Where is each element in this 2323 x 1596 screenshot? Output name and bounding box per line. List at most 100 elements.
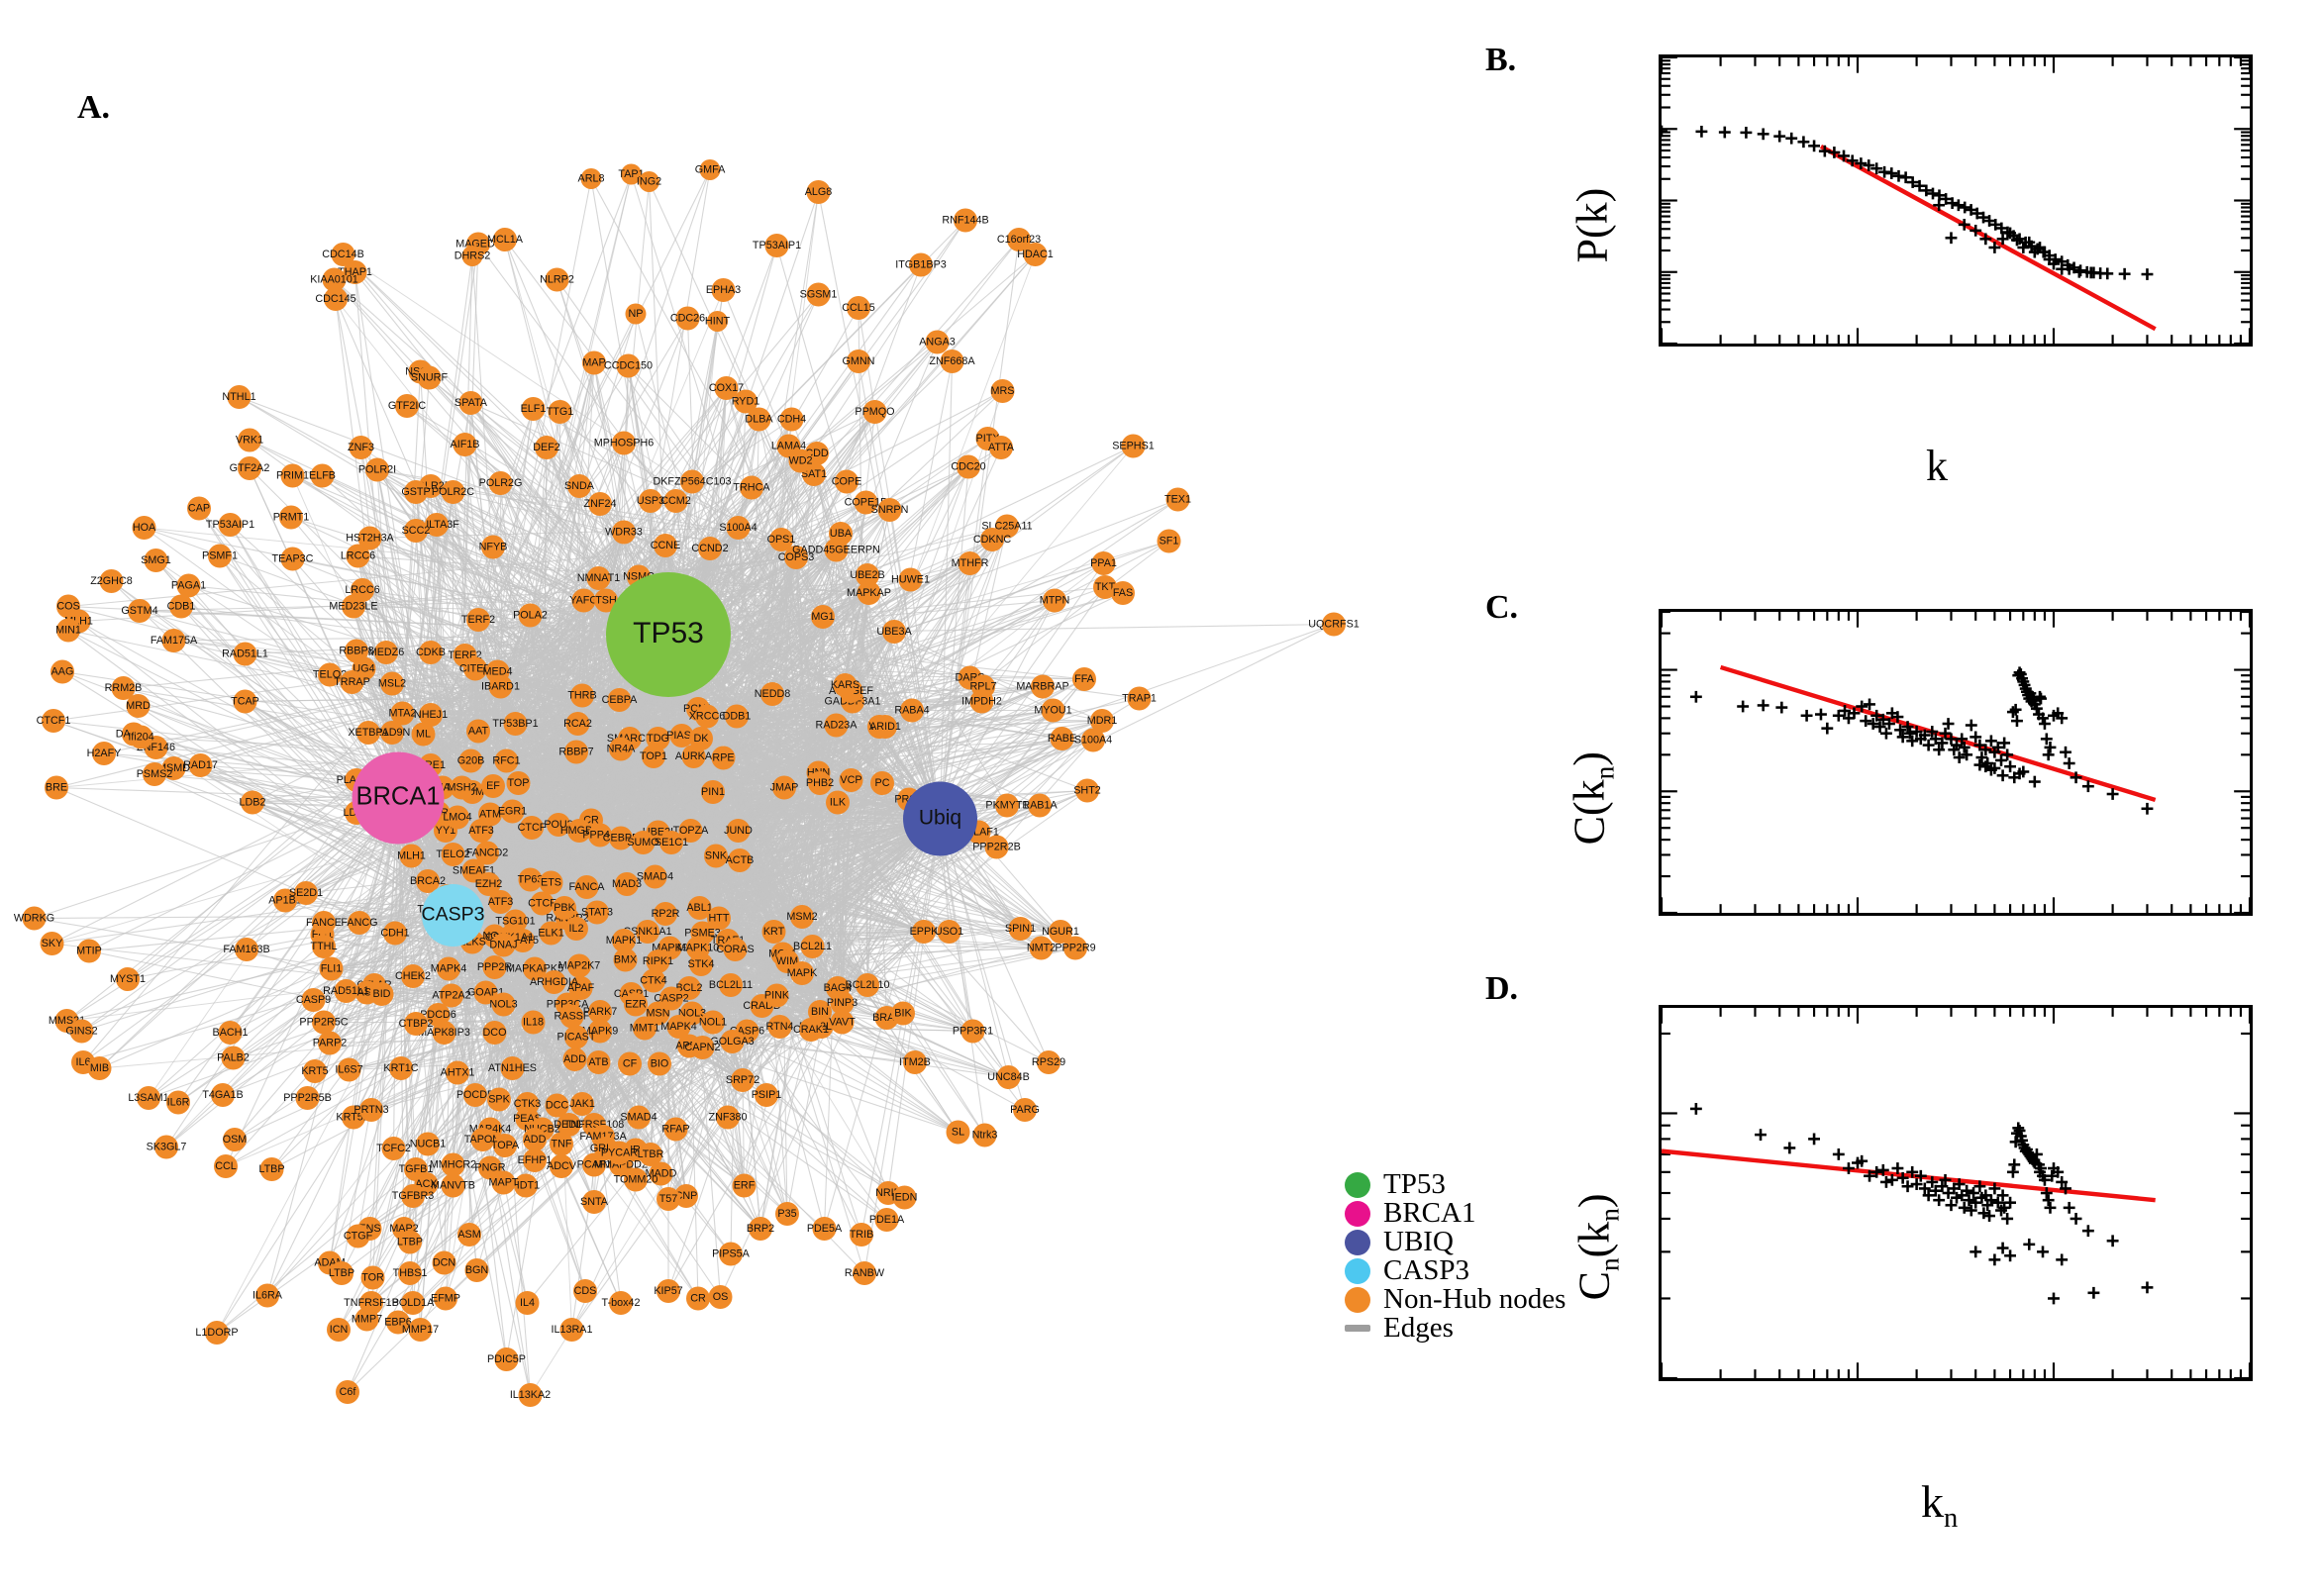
network-node[interactable]: FAM163B (223, 938, 270, 961)
network-node[interactable]: IEDN (892, 1185, 918, 1210)
network-node[interactable]: MADD (646, 1161, 677, 1186)
network-node[interactable]: CAPN2 (685, 1036, 721, 1059)
network-node[interactable]: AP1B1 (268, 888, 302, 913)
network-node[interactable]: MTPN (1040, 588, 1070, 613)
network-node[interactable]: DKFZP564C103 (653, 469, 732, 494)
network-node[interactable]: TOPZA (673, 819, 710, 843)
network-node[interactable]: L3SAM1 (128, 1086, 169, 1110)
network-node[interactable]: ETS (539, 870, 563, 895)
network-node[interactable]: AHTX1 (441, 1060, 475, 1085)
network-node[interactable]: ATP2A2 (432, 983, 471, 1008)
network-node[interactable]: COPE1B (845, 490, 888, 515)
network-node[interactable]: GSTP (401, 480, 431, 504)
network-node[interactable]: ILK (826, 790, 850, 815)
network-node[interactable]: RANBW (845, 1261, 885, 1285)
network-node[interactable]: RAD9N (374, 721, 411, 745)
network-node[interactable]: TELO2 (436, 843, 470, 866)
network-node[interactable]: BIK (891, 1001, 915, 1026)
network-node[interactable]: MSL2 (378, 671, 406, 696)
network-node[interactable]: TOR (360, 1265, 385, 1290)
network-node[interactable]: PRIM1 (276, 463, 309, 488)
network-node[interactable]: BRP2 (747, 1217, 774, 1241)
network-node[interactable]: ICN (327, 1318, 351, 1342)
network-node[interactable]: ATM (478, 802, 502, 827)
network-node[interactable]: NMNAT1 (577, 566, 621, 590)
network-node[interactable]: CCL15 (842, 296, 875, 320)
network-node[interactable]: PARG (1010, 1098, 1040, 1122)
network-node[interactable]: GTF2A2 (230, 456, 270, 480)
network-node[interactable]: C16orf23 (997, 228, 1041, 251)
network-node[interactable]: TOMM20 (614, 1167, 658, 1192)
network-node[interactable]: CTCF1 (37, 709, 71, 733)
network-node[interactable]: FANCA (569, 875, 606, 899)
network-node[interactable]: RPS29 (1032, 1050, 1065, 1074)
network-node[interactable]: DCN (432, 1250, 456, 1275)
network-node[interactable]: KRT5 (301, 1059, 329, 1083)
network-node[interactable]: SNTA (580, 1190, 609, 1214)
network-node[interactable]: NOL3 (489, 992, 518, 1017)
network-node[interactable]: PDE1A (869, 1208, 905, 1232)
network-node[interactable]: IL13KA2 (510, 1383, 551, 1407)
network-node[interactable]: OSM (223, 1128, 248, 1151)
network-node[interactable]: TEX1 (1164, 487, 1191, 512)
network-node[interactable]: DEDD (554, 1113, 584, 1137)
network-node[interactable]: CDH4 (777, 407, 806, 432)
network-node[interactable]: RNF144B (942, 208, 989, 233)
network-node[interactable]: CCNE (651, 534, 681, 557)
network-node[interactable]: MAPKAP (847, 581, 891, 605)
network-node[interactable]: SE2D1 (289, 881, 323, 905)
network-node[interactable]: GMNN (843, 349, 875, 373)
network-node[interactable]: YAFG (569, 588, 598, 613)
network-node[interactable]: BRCA2 (410, 869, 446, 893)
network-node[interactable]: IL6S7 (335, 1057, 363, 1082)
network-hub-ubiq[interactable]: Ubiq (903, 781, 977, 856)
network-node[interactable]: PPP3R1 (953, 1019, 993, 1044)
network-node[interactable]: RTN4 (766, 1015, 794, 1039)
network-node[interactable]: TOP1 (640, 745, 667, 768)
network-node[interactable]: BIO (648, 1051, 671, 1076)
network-node[interactable]: PSMF1 (202, 544, 238, 568)
network-node[interactable]: SEPHS1 (1112, 434, 1155, 458)
network-node[interactable]: CRAK1 (793, 1018, 829, 1042)
network-node[interactable]: MAPK9 (582, 1019, 619, 1044)
network-node[interactable]: MIN1 (55, 618, 81, 643)
network-node[interactable]: PSIP1 (752, 1083, 782, 1107)
network-node[interactable]: BID (369, 982, 394, 1006)
network-node[interactable]: TP53AIP1 (206, 513, 254, 537)
network-node[interactable]: SK3GL7 (147, 1135, 187, 1159)
network-node[interactable]: CTCF (528, 891, 556, 916)
network-node[interactable]: PARK7 (583, 1000, 618, 1024)
network-node[interactable]: CDS (573, 1279, 597, 1303)
network-node[interactable]: ASM (457, 1223, 481, 1247)
network-node[interactable]: MSH2 (448, 775, 477, 800)
network-node[interactable]: PYCAR (601, 1141, 638, 1165)
network-node[interactable]: USO1 (935, 920, 963, 944)
network-node[interactable]: PDE5A (807, 1217, 843, 1241)
network-node[interactable]: EFMP (431, 1286, 460, 1311)
network-node[interactable]: RAD17 (183, 753, 218, 777)
network-node[interactable]: ARHGDIA (530, 970, 579, 994)
network-node[interactable]: DK (689, 727, 713, 750)
network-node[interactable]: RPE (711, 746, 736, 770)
network-node[interactable]: LTBP (258, 1157, 285, 1181)
network-node[interactable]: CDC26 (670, 306, 705, 331)
network-node[interactable]: EPHA3 (706, 278, 741, 302)
network-node[interactable]: MLH1 (397, 844, 426, 868)
network-node[interactable]: FLI1 (319, 956, 344, 981)
network-node[interactable]: BCL2L1 (793, 935, 832, 958)
network-node[interactable]: ZNF24 (584, 492, 617, 516)
network-node[interactable]: ZNF668A (929, 349, 975, 373)
network-node[interactable]: RIPK1 (643, 949, 673, 973)
network-node[interactable]: CCL (214, 1154, 238, 1178)
network-node[interactable]: RYD1 (732, 389, 760, 414)
network-node[interactable]: MRS (990, 379, 1015, 403)
network-node[interactable]: G20B (457, 748, 485, 773)
network-node[interactable]: ATB (586, 1050, 611, 1074)
network-node[interactable]: SGSM1 (800, 282, 838, 307)
network-node[interactable]: H2AFY (87, 742, 122, 765)
network-node[interactable]: NHEJ1 (414, 703, 448, 727)
network-node[interactable]: CITED (459, 656, 492, 681)
network-node[interactable]: XETBP1 (348, 721, 389, 745)
network-node[interactable]: TERF2 (461, 608, 495, 632)
network-node[interactable]: ING2 (637, 171, 661, 192)
